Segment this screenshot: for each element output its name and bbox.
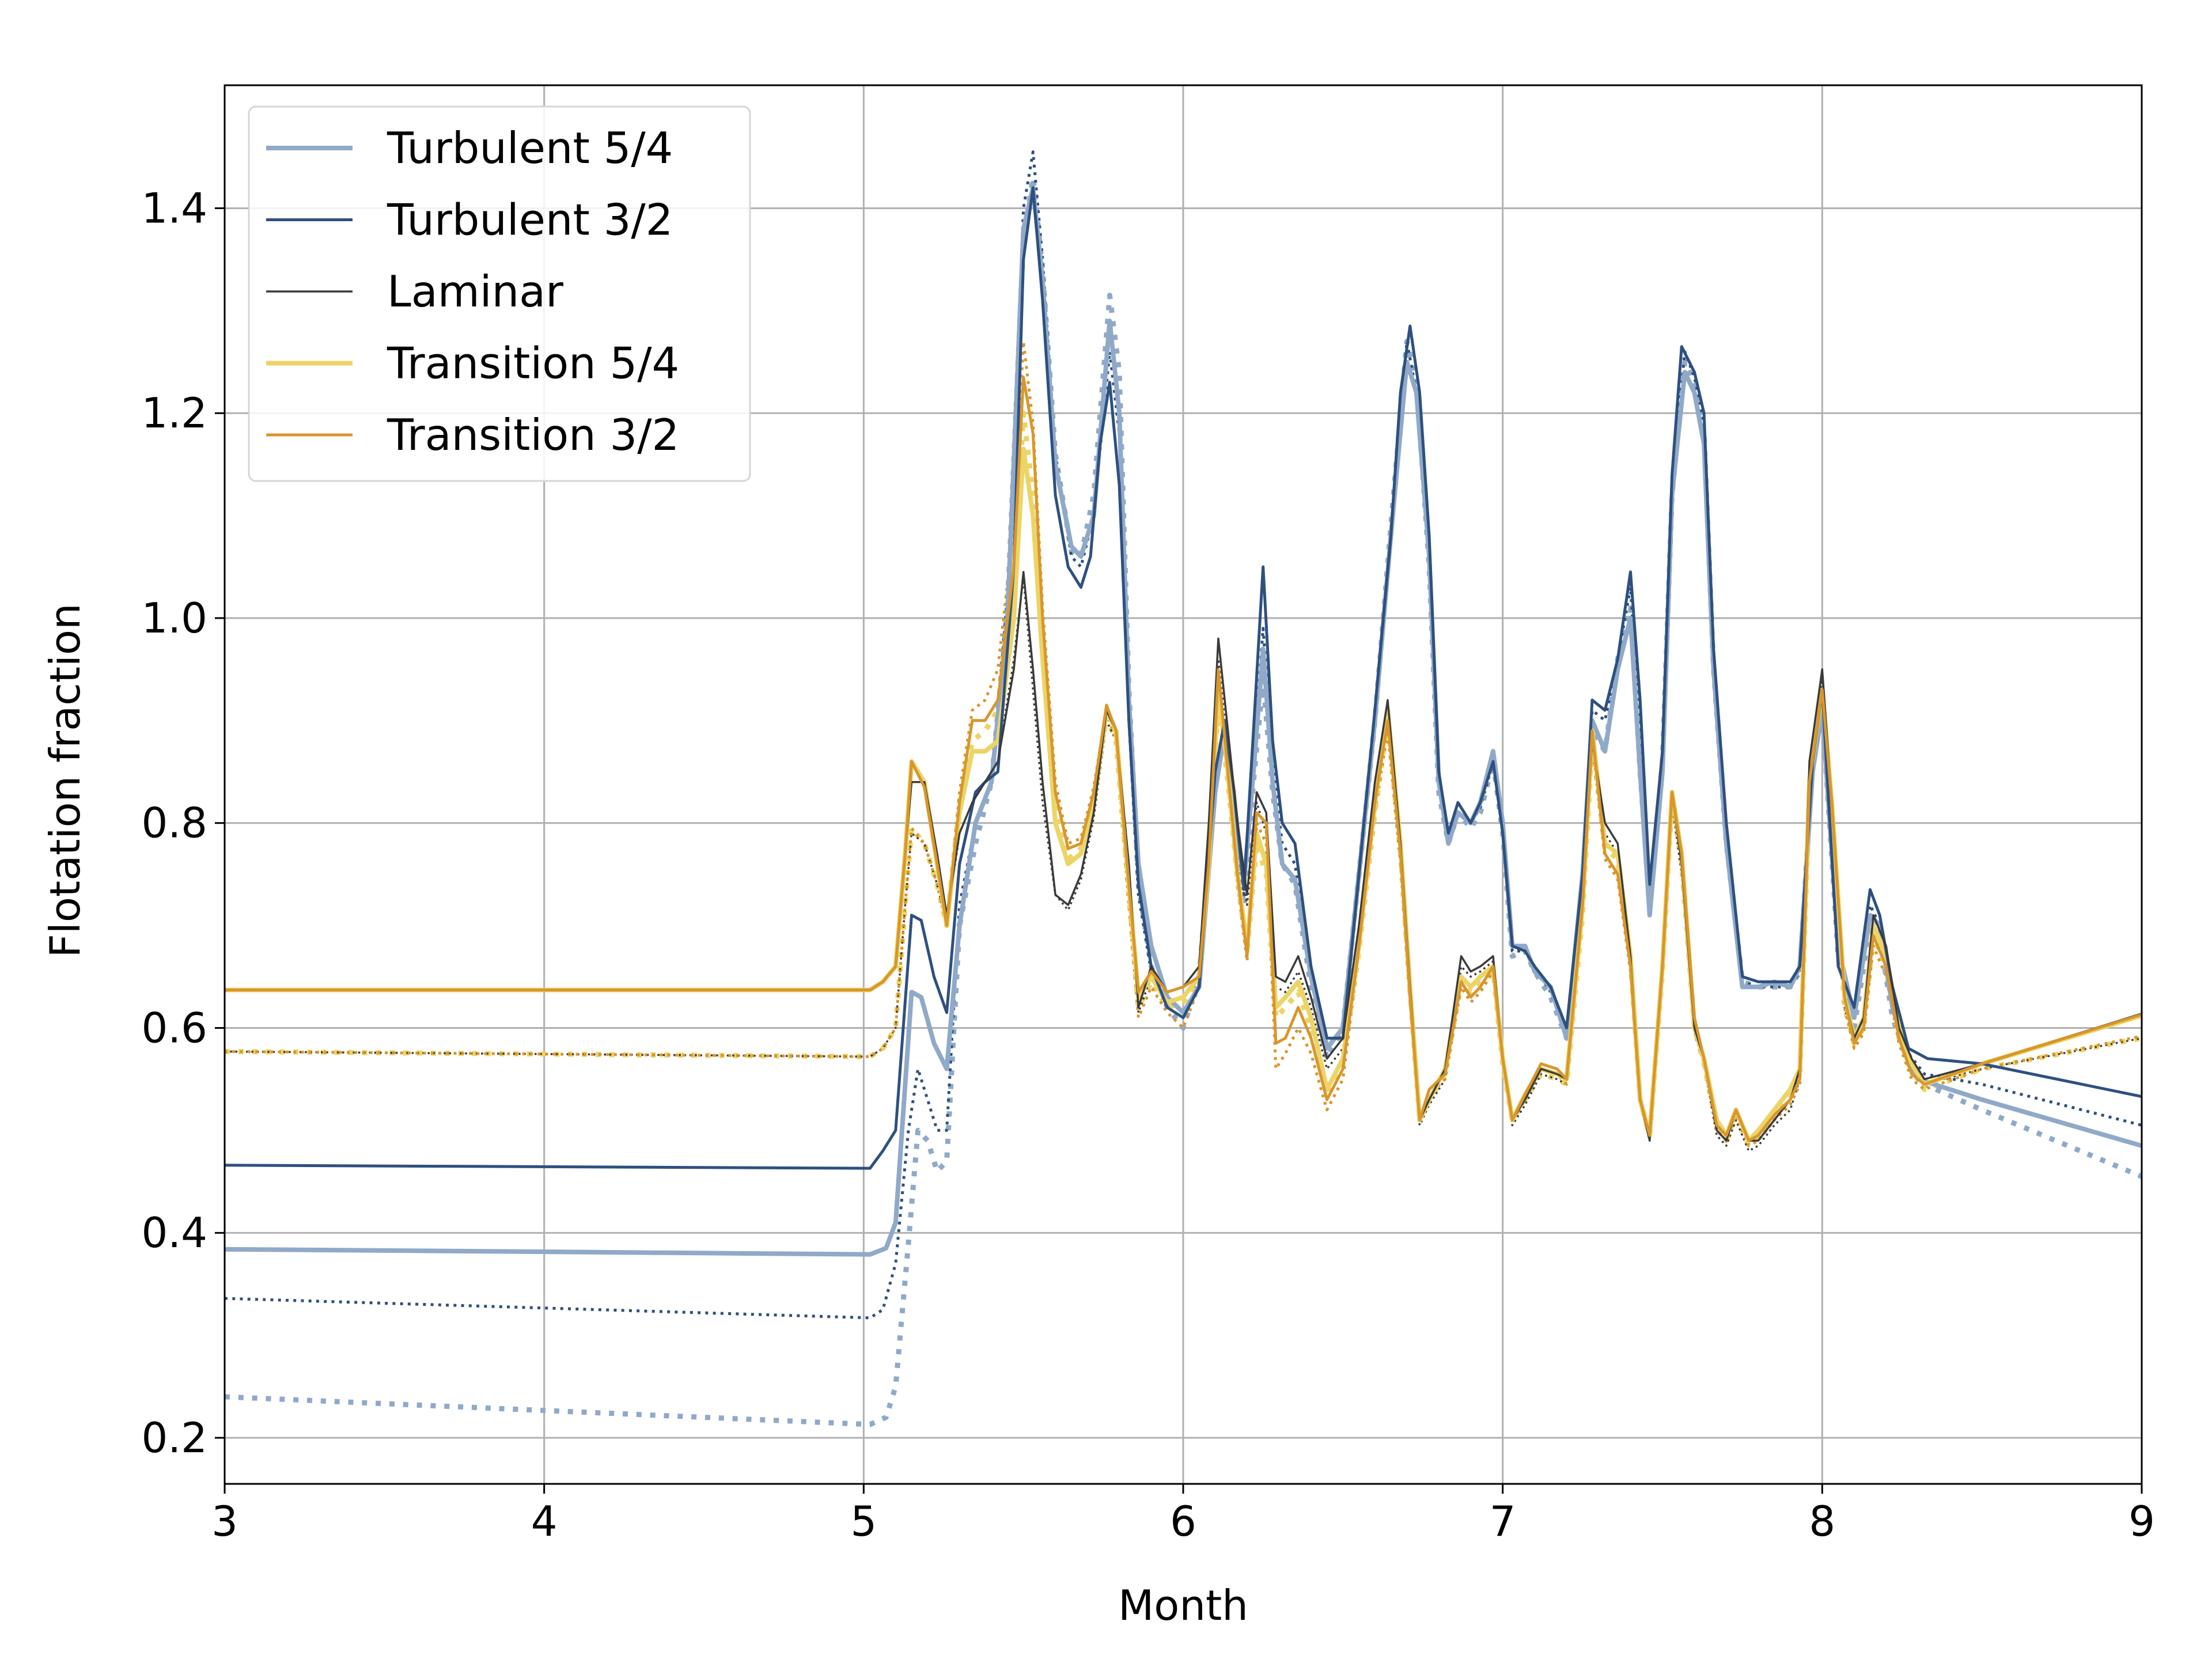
legend-box (248, 105, 751, 482)
y-tick-label: 0.4 (141, 1209, 207, 1257)
legend-label: Laminar (387, 266, 563, 317)
series-line-turbulent-54 (225, 185, 2142, 1257)
x-tick-label: 5 (850, 1497, 877, 1546)
x-axis-ticks: 3 4 5 6 7 8 9 (211, 1484, 2155, 1546)
series-line-turbulent-32 (225, 186, 2142, 1170)
legend-label: Transition 3/2 (387, 410, 679, 460)
y-tick-label: 1.2 (141, 389, 207, 437)
y-tick-label: 1.0 (141, 594, 207, 642)
y-tick-label: 0.2 (141, 1414, 207, 1462)
y-axis-label: Flotation fraction (41, 603, 89, 957)
x-tick-label: 8 (1809, 1497, 1835, 1546)
x-tick-label: 7 (1490, 1497, 1516, 1546)
x-tick-label: 3 (211, 1497, 238, 1546)
grid (224, 85, 2143, 1484)
legend: Turbulent 5/4 Turbulent 3/2 Laminar Transit… (248, 105, 751, 482)
x-tick-label: 9 (2128, 1497, 2155, 1546)
y-tick-label: 0.6 (141, 1003, 207, 1052)
y-axis-ticks: 0.2 0.4 0.6 0.8 1.0 1.2 1.4 (141, 184, 225, 1462)
y-tick-label: 0.8 (141, 799, 207, 847)
series-line-transition-32 (225, 376, 2142, 1142)
plot-series (225, 150, 2142, 1427)
y-tick-label: 1.4 (141, 184, 207, 232)
x-tick-label: 6 (1170, 1497, 1196, 1546)
x-axis-label: Month (1118, 1581, 1248, 1630)
legend-label: Turbulent 3/2 (387, 195, 673, 245)
series-line-turbulent-32-dotted (225, 150, 2142, 1320)
x-tick-label: 4 (531, 1497, 558, 1546)
legend-label: Turbulent 5/4 (387, 123, 673, 173)
legend-label: Transition 5/4 (387, 338, 679, 389)
